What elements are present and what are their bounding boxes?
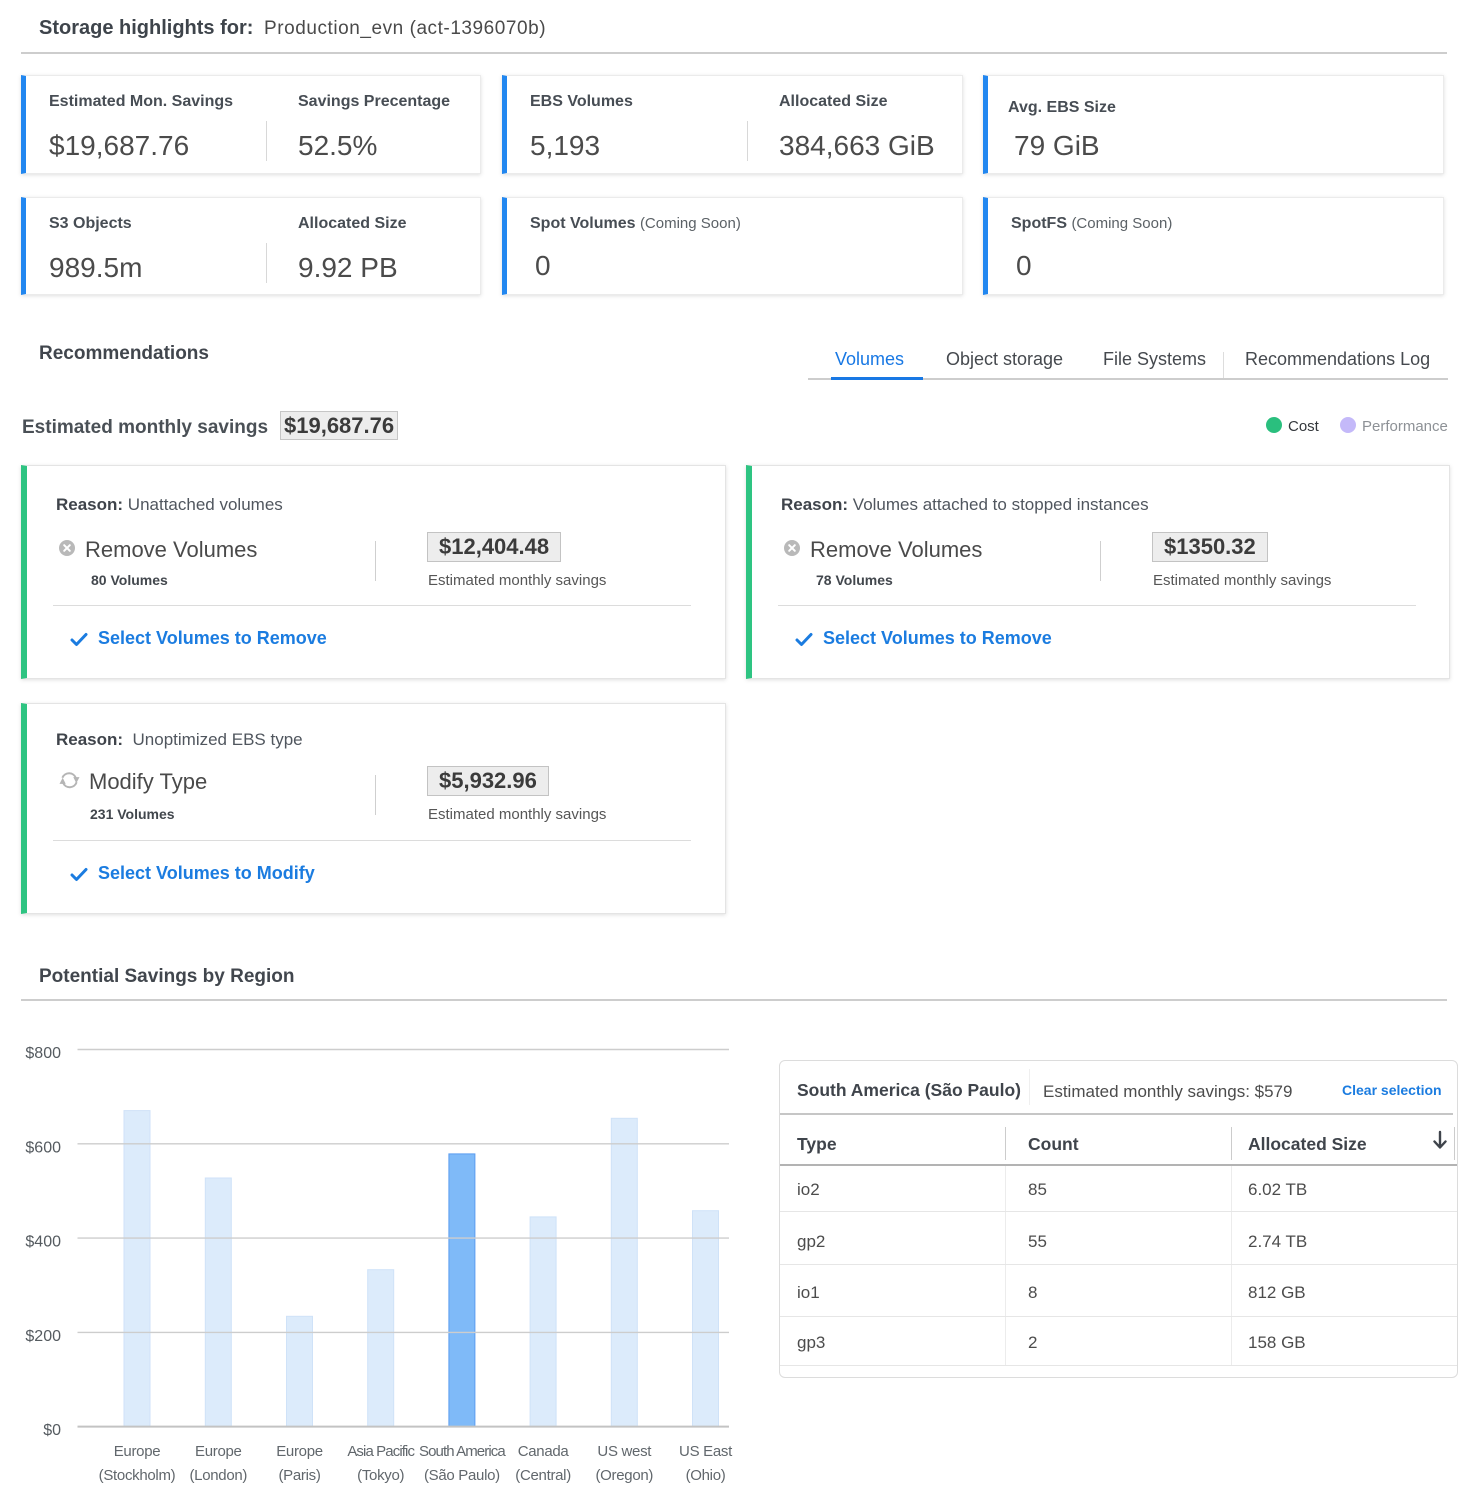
svg-text:$200: $200 — [25, 1328, 61, 1345]
svg-text:US west: US west — [597, 1443, 652, 1460]
svg-text:$400: $400 — [25, 1234, 61, 1251]
svg-text:(Stockholm): (Stockholm) — [99, 1467, 176, 1484]
svg-text:$0: $0 — [43, 1422, 61, 1439]
svg-text:$800: $800 — [25, 1045, 61, 1062]
svg-text:(Paris): (Paris) — [278, 1467, 320, 1484]
svg-text:(Tokyo): (Tokyo) — [357, 1467, 404, 1484]
svg-text:Europe: Europe — [195, 1443, 242, 1460]
svg-text:US East: US East — [679, 1443, 733, 1460]
svg-text:Canada: Canada — [518, 1443, 570, 1460]
svg-text:(London): (London) — [189, 1467, 247, 1484]
svg-text:Asia Pacific: Asia Pacific — [347, 1443, 415, 1460]
svg-text:South America: South America — [419, 1443, 506, 1460]
svg-text:(Ohio): (Ohio) — [686, 1467, 726, 1484]
svg-text:(São Paulo): (São Paulo) — [424, 1467, 500, 1484]
svg-text:(Central): (Central) — [515, 1467, 571, 1484]
svg-text:(Oregon): (Oregon) — [595, 1467, 653, 1484]
svg-text:$600: $600 — [25, 1139, 61, 1156]
svg-text:Europe: Europe — [276, 1443, 323, 1460]
svg-text:Europe: Europe — [114, 1443, 161, 1460]
